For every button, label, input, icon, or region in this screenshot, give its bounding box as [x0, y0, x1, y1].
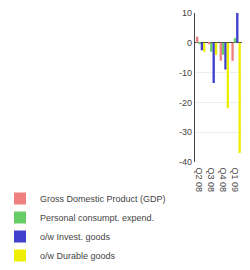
svg-text:-20: -20 — [179, 98, 192, 108]
svg-text:Q4 08: Q4 08 — [218, 168, 228, 193]
svg-text:-30: -30 — [179, 127, 192, 137]
svg-text:Q1 09: Q1 09 — [230, 168, 240, 193]
svg-text:10: 10 — [182, 8, 192, 18]
svg-text:0: 0 — [187, 38, 192, 48]
svg-text:o/w Durable goods: o/w Durable goods — [40, 251, 116, 261]
svg-text:Q3 08: Q3 08 — [206, 168, 216, 193]
svg-text:-40: -40 — [179, 157, 192, 167]
svg-text:Gross Domestic Product (GDP): Gross Domestic Product (GDP) — [40, 194, 166, 204]
svg-text:Q2 08: Q2 08 — [194, 168, 204, 193]
svg-text:o/w Invest. goods: o/w Invest. goods — [40, 232, 111, 242]
svg-text:-10: -10 — [179, 68, 192, 78]
svg-text:Personal consumpt. expend.: Personal consumpt. expend. — [40, 213, 154, 223]
